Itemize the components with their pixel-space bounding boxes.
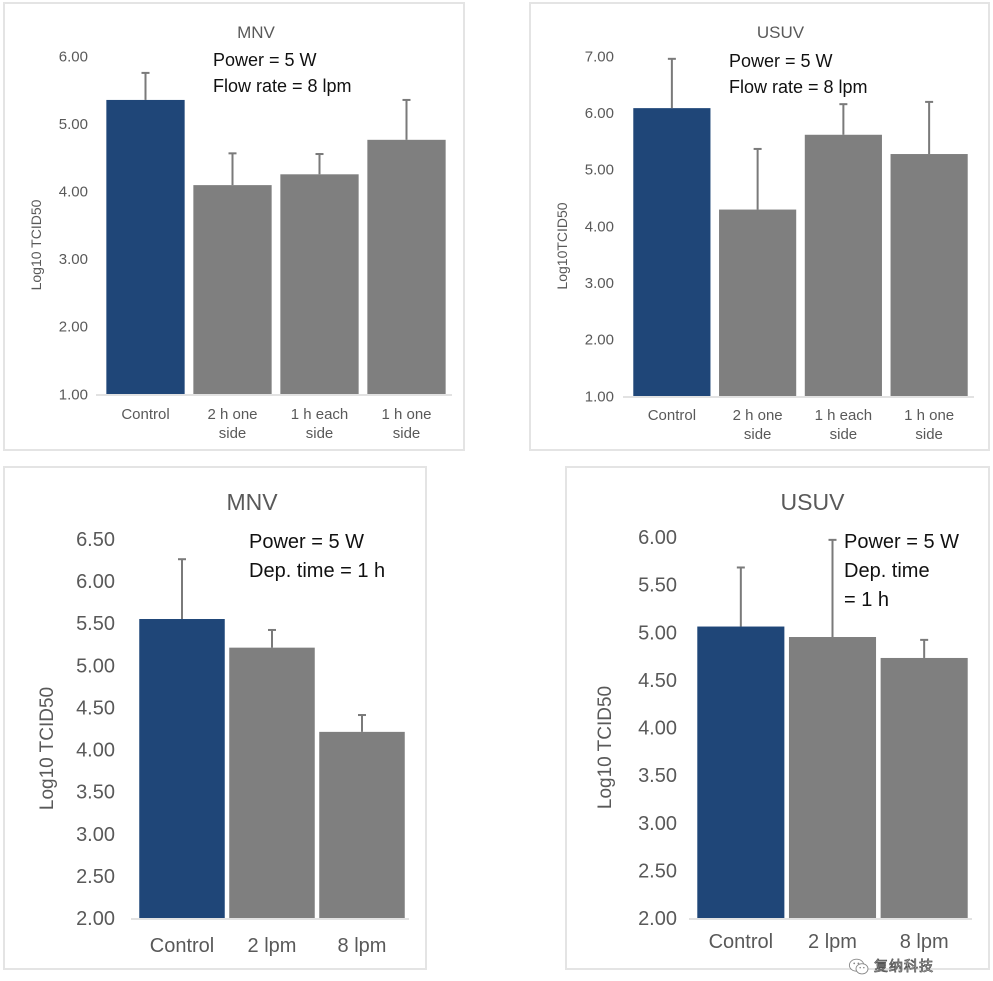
annotation-text: Flow rate = 8 lpm (213, 76, 352, 96)
annotation-text: Dep. time (844, 560, 930, 582)
bar-2 (319, 731, 405, 918)
chart-title: USUV (757, 23, 805, 42)
x-tick-label: side (306, 425, 334, 442)
bar-2 (804, 134, 882, 396)
bar-1 (788, 637, 877, 918)
y-tick-label: 2.00 (76, 908, 115, 930)
y-tick-label: 4.00 (59, 183, 88, 200)
y-tick-label: 4.00 (638, 718, 677, 740)
y-tick-label: 4.00 (585, 218, 614, 235)
x-tick-label: 2 lpm (248, 935, 297, 957)
y-tick-label: 3.50 (76, 782, 115, 804)
chart-title: MNV (226, 489, 278, 515)
y-tick-label: 1.00 (585, 388, 614, 405)
annotation-text: Flow rate = 8 lpm (729, 77, 868, 97)
y-tick-label: 3.00 (76, 824, 115, 846)
annotation-text: Power = 5 W (213, 50, 317, 70)
bar-0 (697, 626, 785, 918)
chart-svg: USUV 1.00 2.00 3.00 4.00 5.00 6.00 7.00 Log10TCI… (554, 23, 974, 443)
x-tick-label: 2 h one (733, 407, 783, 424)
annotation-text: Dep. time = 1 h (249, 560, 385, 582)
y-axis-label: Log10TCID50 (554, 202, 570, 289)
chart-panel-mnv-time: MNV 2.00 2.50 3.00 3.50 4.00 4.50 5.00 5.50 6.00 6… (3, 466, 427, 970)
y-axis-label: Log10 TCID50 (28, 199, 44, 290)
annotation-text: Power = 5 W (844, 531, 959, 553)
annotation-text: = 1 h (844, 589, 889, 611)
bar-1 (719, 209, 797, 396)
y-tick-label: 6.00 (59, 48, 88, 65)
watermark-text: 复纳科技 (874, 959, 934, 976)
x-tick-label: 1 h one (904, 407, 954, 424)
chart-svg: MNV 2.00 2.50 3.00 3.50 4.00 4.50 5.00 5.50 6.00 6… (37, 489, 409, 957)
bar-3 (367, 139, 446, 394)
chart-svg: MNV 1.00 2.00 3.00 4.00 5.00 6.00 Log10 TCID50 C… (28, 23, 452, 442)
x-tick-label: side (393, 425, 421, 442)
wechat-icon (848, 958, 870, 976)
x-tick-label: side (219, 425, 247, 442)
chart-panel-mnv-flow: MNV 1.00 2.00 3.00 4.00 5.00 6.00 Log10 TCID50 C… (3, 2, 465, 451)
x-tick-label: side (830, 426, 858, 443)
bar-1 (229, 647, 315, 918)
y-tick-label: 6.00 (585, 105, 614, 122)
bar-3 (890, 154, 968, 396)
y-axis-label: Log10 TCID50 (595, 686, 616, 809)
x-tick-label: 8 lpm (900, 931, 949, 953)
y-tick-label: 2.50 (76, 866, 115, 888)
y-tick-label: 6.00 (638, 527, 677, 549)
annotation-text: Power = 5 W (249, 531, 364, 553)
chart-panel-usuv-time: USUV 2.00 2.50 3.00 3.50 4.00 4.50 5.00 5.50 6.00… (565, 466, 990, 970)
x-tick-label: 8 lpm (338, 935, 387, 957)
bar-2 (880, 657, 968, 918)
x-tick-label: side (915, 426, 943, 443)
x-tick-label: Control (150, 935, 214, 957)
y-tick-label: 2.00 (585, 332, 614, 349)
y-tick-label: 5.50 (638, 575, 677, 597)
annotation-text: Power = 5 W (729, 51, 833, 71)
bar-0 (139, 619, 225, 918)
y-tick-label: 2.00 (638, 908, 677, 930)
bar-0 (633, 108, 711, 396)
chart-title: MNV (237, 23, 275, 42)
y-tick-label: 6.00 (76, 571, 115, 593)
y-tick-label: 5.00 (585, 162, 614, 179)
y-tick-label: 4.50 (638, 670, 677, 692)
bar-2 (280, 174, 359, 394)
x-tick-label: side (744, 426, 772, 443)
x-tick-label: Control (121, 406, 169, 423)
bar-0 (106, 99, 185, 394)
x-tick-label: 1 h one (381, 406, 431, 423)
y-tick-label: 3.00 (59, 251, 88, 268)
x-tick-label: 2 lpm (808, 931, 857, 953)
watermark: 复纳科技 (848, 958, 934, 976)
y-tick-label: 4.00 (76, 740, 115, 762)
y-tick-label: 3.00 (585, 275, 614, 292)
y-tick-label: 6.50 (76, 529, 115, 551)
x-tick-label: 1 h each (815, 407, 873, 424)
y-tick-label: 3.50 (638, 765, 677, 787)
y-axis-label: Log10 TCID50 (37, 687, 58, 810)
bar-1 (193, 185, 272, 394)
x-tick-label: 2 h one (207, 406, 257, 423)
y-tick-label: 2.50 (638, 860, 677, 882)
chart-svg: USUV 2.00 2.50 3.00 3.50 4.00 4.50 5.00 5.50 6.00… (595, 489, 972, 953)
x-tick-label: Control (709, 931, 773, 953)
y-tick-label: 5.00 (76, 655, 115, 677)
x-tick-label: Control (648, 407, 696, 424)
chart-panel-usuv-flow: USUV 1.00 2.00 3.00 4.00 5.00 6.00 7.00 Log10TCI… (529, 2, 990, 451)
chart-title: USUV (781, 489, 846, 515)
y-tick-label: 2.00 (59, 319, 88, 336)
y-tick-label: 3.00 (638, 813, 677, 835)
y-tick-label: 7.00 (585, 48, 614, 65)
y-tick-label: 5.50 (76, 613, 115, 635)
y-tick-label: 1.00 (59, 386, 88, 403)
y-tick-label: 5.00 (59, 116, 88, 133)
y-tick-label: 4.50 (76, 697, 115, 719)
y-tick-label: 5.00 (638, 622, 677, 644)
x-tick-label: 1 h each (291, 406, 349, 423)
